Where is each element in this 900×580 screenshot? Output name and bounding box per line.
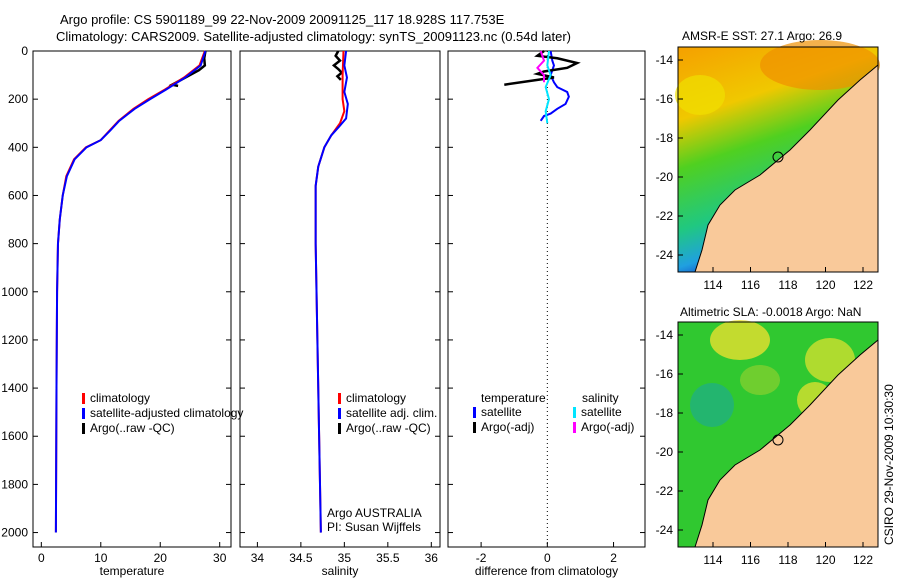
map-y-tick-label: -20	[656, 445, 674, 459]
difference-axes-box	[447, 50, 646, 548]
legend-swatch	[338, 423, 341, 434]
series-line-satellite-adjusted-climatology	[54, 50, 207, 533]
y-tick-label: 1800	[1, 477, 28, 491]
y-tick-label: 400	[8, 140, 28, 154]
x-tick-label: 20	[154, 551, 168, 565]
y-tick-label: 0	[21, 44, 28, 58]
y-tick-label: 1600	[1, 429, 28, 443]
legend-label: satellite	[581, 405, 622, 419]
legend-title: salinity	[582, 391, 619, 405]
legend-label: Argo(-adj)	[481, 420, 534, 434]
temperature-x-axis-label: temperature	[100, 564, 165, 578]
map-x-tick-label: 114	[703, 553, 722, 567]
x-tick-label: -2	[476, 551, 487, 565]
map-x-tick-label: 114	[703, 278, 722, 292]
map-x-tick-label: 116	[741, 278, 760, 292]
map-y-tick-label: -14	[656, 328, 674, 342]
series-line-temperature-argo-adj-	[504, 49, 581, 86]
y-tick-label: 1200	[1, 333, 28, 347]
map-x-tick-label: 122	[853, 553, 873, 567]
x-tick-label: 10	[94, 551, 108, 565]
difference-x-axis-label: difference from climatology	[475, 564, 618, 578]
x-tick-label: 35	[338, 551, 352, 565]
x-tick-label: 2	[610, 551, 617, 565]
x-tick-label: 35.5	[376, 551, 400, 565]
temperature-axes-box	[32, 50, 232, 548]
sla-map-title: Altimetric SLA: -0.0018 Argo: NaN	[680, 305, 861, 319]
legend-swatch	[82, 393, 85, 404]
legend-title: temperature	[481, 391, 546, 405]
y-tick-label: 600	[8, 188, 28, 202]
map-y-tick-label: -18	[656, 131, 674, 145]
map-y-tick-label: -14	[656, 53, 674, 67]
x-tick-label: 0	[544, 551, 551, 565]
x-tick-label: 34	[251, 551, 265, 565]
map-y-tick-label: -20	[656, 170, 674, 184]
legend-swatch	[473, 407, 476, 418]
timestamp-label: CSIRO 29-Nov-2009 10:30:30	[882, 384, 896, 545]
legend-swatch	[473, 422, 476, 433]
legend-swatch	[338, 393, 341, 404]
map-x-tick-label: 118	[778, 278, 797, 292]
series-line-satellite-adj-clim-	[314, 50, 349, 533]
series-line-salinity-satellite	[544, 50, 552, 124]
salinity-x-axis-label: salinity	[322, 564, 359, 578]
map-y-tick-label: -22	[656, 484, 674, 498]
legend-label: satellite-adjusted climatology	[90, 406, 243, 420]
sst-map	[675, 40, 880, 273]
series-line-salinity-argo-adj-	[536, 50, 546, 83]
map-x-tick-label: 116	[741, 553, 760, 567]
map-x-tick-label: 122	[853, 278, 873, 292]
y-tick-label: 1000	[1, 285, 28, 299]
map-y-tick-label: -16	[656, 367, 674, 381]
float-location-marker	[772, 151, 784, 163]
series-line-climatology	[54, 50, 206, 533]
legend-label: satellite	[481, 405, 522, 419]
series-line-argo-raw-qc-	[331, 50, 344, 81]
data-source-note: Argo AUSTRALIA	[327, 506, 422, 520]
legend-swatch	[573, 407, 576, 418]
x-tick-label: 0	[38, 551, 45, 565]
salinity-axes-box	[239, 50, 441, 548]
map-x-tick-label: 120	[815, 278, 835, 292]
map-y-tick-label: -18	[656, 406, 674, 420]
y-tick-label: 800	[8, 237, 28, 251]
sla-map	[677, 320, 879, 548]
legend-swatch	[338, 408, 341, 419]
legend-label: climatology	[346, 391, 406, 405]
x-tick-label: 36	[425, 551, 439, 565]
legend-swatch	[82, 423, 85, 434]
title-line-1: Argo profile: CS 5901189_99 22-Nov-2009 …	[60, 12, 505, 27]
legend-label: Argo(..raw -QC)	[346, 421, 431, 435]
series-line-temperature-satellite	[539, 50, 570, 122]
y-tick-label: 200	[8, 92, 28, 106]
map-x-tick-label: 120	[815, 553, 835, 567]
legend-label: satellite adj. clim.	[346, 406, 437, 420]
y-tick-label: 1400	[1, 381, 28, 395]
y-tick-label: 2000	[1, 526, 28, 540]
map-y-tick-label: -16	[656, 92, 674, 106]
map-y-tick-label: -24	[656, 523, 674, 537]
x-tick-label: 30	[213, 551, 227, 565]
legend-label: Argo(-adj)	[581, 420, 634, 434]
map-x-tick-label: 118	[778, 553, 797, 567]
legend-swatch	[573, 422, 576, 433]
map-y-tick-label: -24	[656, 248, 674, 262]
map-y-tick-label: -22	[656, 209, 674, 223]
legend-swatch	[82, 408, 85, 419]
x-tick-label: 34.5	[289, 551, 313, 565]
legend-label: Argo(..raw -QC)	[90, 421, 175, 435]
title-line-2: Climatology: CARS2009. Satellite-adjuste…	[56, 29, 571, 44]
sst-map-title: AMSR-E SST: 27.1 Argo: 26.9	[682, 29, 842, 43]
legend-label: climatology	[90, 391, 150, 405]
float-location-marker	[772, 434, 784, 446]
data-source-note: PI: Susan Wijffels	[327, 520, 421, 534]
